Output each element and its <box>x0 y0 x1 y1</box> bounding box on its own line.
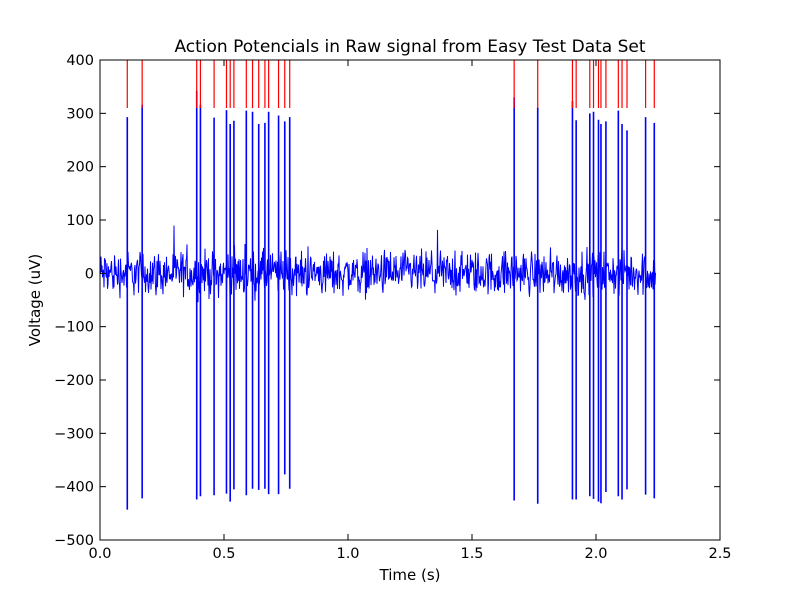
x-tick-label-2: 1.0 <box>336 546 359 562</box>
signal-noise-trace <box>100 225 656 303</box>
x-tick-label-5: 2.5 <box>708 546 731 562</box>
x-tick-label-1: 0.5 <box>212 546 235 562</box>
plot-area <box>100 60 720 540</box>
x-tick-label-4: 2.0 <box>584 546 607 562</box>
y-tick-label-4: 0 <box>85 266 94 282</box>
y-tick-label-1: 300 <box>66 106 94 122</box>
y-tick-label-0: 400 <box>66 53 94 69</box>
x-tick-label-0: 0.0 <box>88 546 111 562</box>
y-tick-label-8: −400 <box>54 480 94 496</box>
y-tick-label-9: −500 <box>54 533 94 549</box>
y-tick-label-6: −200 <box>54 373 94 389</box>
y-tick-label-2: 200 <box>66 160 94 176</box>
x-axis-ticks: 0.0 0.5 1.0 1.5 2.0 2.5 <box>88 60 732 562</box>
y-tick-label-7: −300 <box>54 426 94 442</box>
y-axis-label: Voltage (uV) <box>26 254 44 347</box>
spike-marker-group <box>126 60 655 108</box>
chart-title: Action Potencials in Raw signal from Eas… <box>174 37 645 57</box>
x-axis-label: Time (s) <box>379 566 441 584</box>
plot-frame <box>99 59 721 541</box>
y-tick-label-5: −100 <box>54 320 94 336</box>
y-axis-ticks: 400 300 200 100 0 −100 −200 −300 −400 −500 <box>54 53 720 549</box>
spike-group <box>126 90 656 510</box>
y-tick-label-3: 100 <box>66 213 94 229</box>
x-tick-label-3: 1.5 <box>460 546 483 562</box>
